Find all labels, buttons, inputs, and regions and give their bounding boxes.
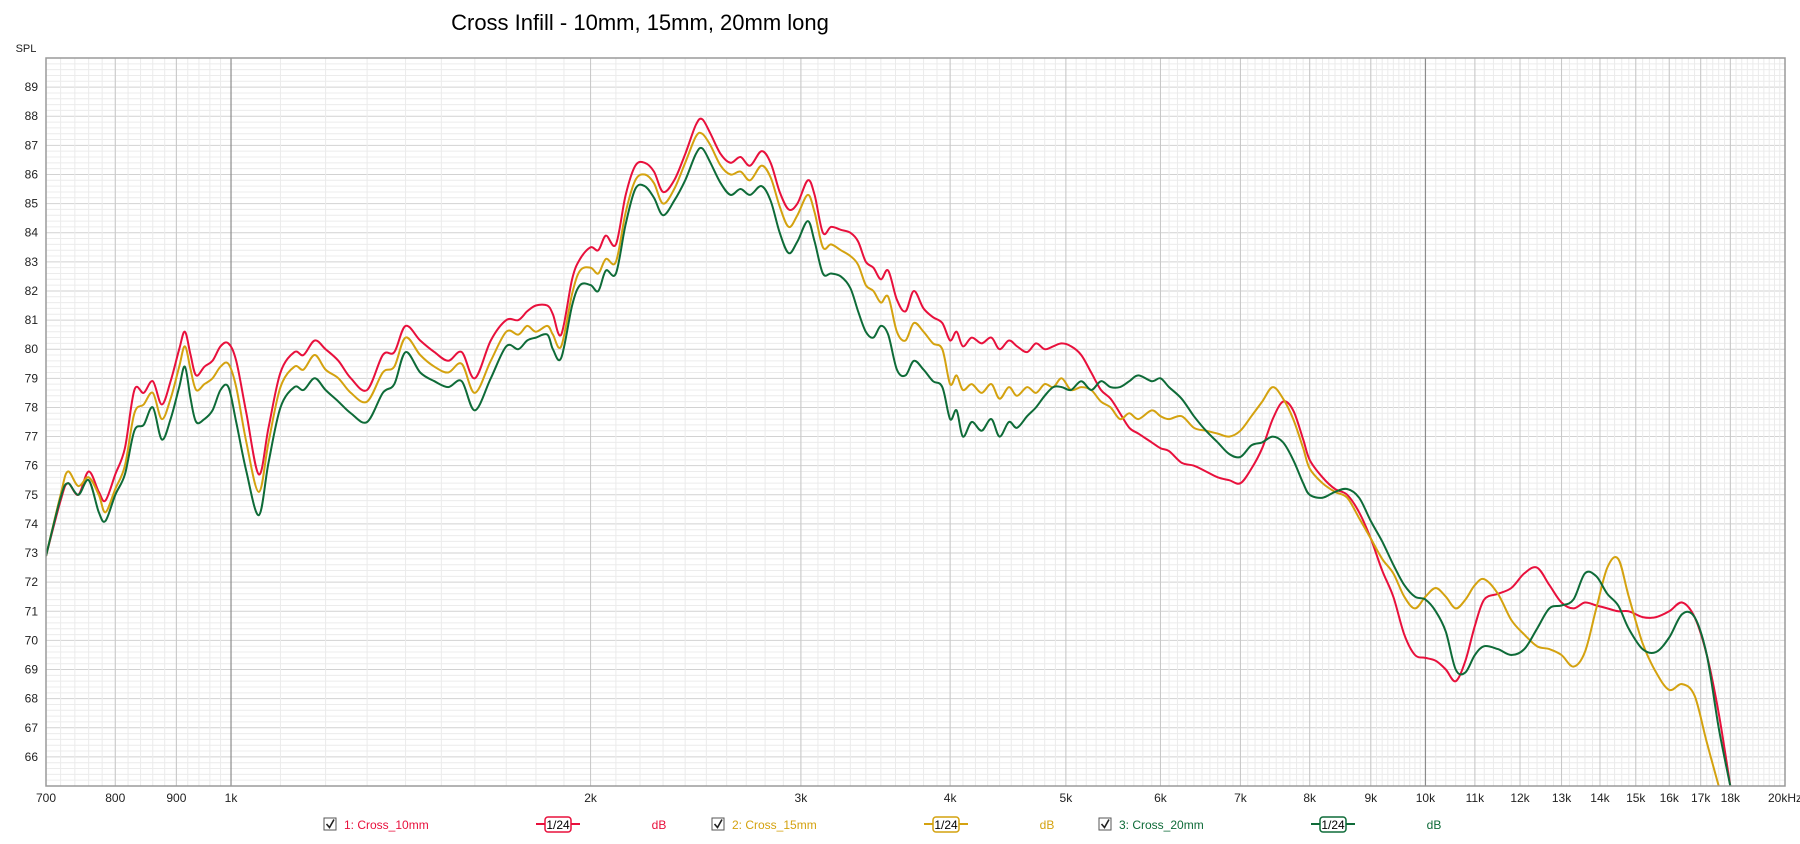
- y-tick-label: 89: [25, 80, 39, 94]
- y-tick-label: 80: [25, 342, 39, 356]
- x-tick-label: 7k: [1234, 791, 1248, 805]
- legend-series-name: 3: Cross_20mm: [1119, 818, 1204, 832]
- series-line-1: [46, 117, 1732, 786]
- y-tick-label: 74: [25, 517, 39, 531]
- y-tick-label: 73: [25, 546, 39, 560]
- legend-unit: dB: [1040, 818, 1055, 832]
- y-tick-label: 66: [25, 750, 39, 764]
- y-tick-label: 87: [25, 138, 39, 152]
- x-tick-label: 6k: [1154, 791, 1168, 805]
- checkmark-icon: [325, 819, 335, 829]
- x-tick-label: 15k: [1626, 791, 1646, 805]
- x-axis-ticks: 700 800 900 1k 2k 3k 4k 5k 6k 7k 8k 9k 10k 11k 12k 13k 1…: [36, 791, 1800, 805]
- y-tick-label: 77: [25, 430, 39, 444]
- smoothing-label: 1/24: [934, 818, 958, 832]
- plot-frame: [45, 57, 1786, 787]
- y-axis-label: SPL: [16, 43, 37, 55]
- y-tick-label: 88: [25, 109, 39, 123]
- legend-unit: dB: [1427, 818, 1442, 832]
- legend-entry-3: 3: Cross_20mm 1/24 dB: [1098, 816, 1442, 833]
- y-tick-label: 86: [25, 167, 39, 181]
- series-line-2: [46, 131, 1720, 786]
- x-tick-label: 20kHz: [1768, 791, 1800, 805]
- smoothing-badge: [932, 816, 960, 833]
- y-tick-label: 84: [25, 226, 39, 240]
- series-line-3: [46, 146, 1732, 786]
- x-tick-label: 16k: [1660, 791, 1680, 805]
- x-tick-label: 8k: [1303, 791, 1317, 805]
- legend-unit: dB: [652, 818, 667, 832]
- legend-entry-1: 1: Cross_10mm 1/24 dB: [323, 816, 667, 833]
- y-tick-label: 83: [25, 255, 39, 269]
- y-tick-label: 75: [25, 488, 39, 502]
- checkmark-icon: [1100, 819, 1110, 829]
- x-tick-label: 13k: [1552, 791, 1572, 805]
- y-tick-label: 85: [25, 197, 39, 211]
- smoothing-badge: [544, 816, 572, 833]
- x-tick-label: 900: [166, 791, 186, 805]
- x-tick-label: 17k: [1691, 791, 1711, 805]
- x-tick-label: 5k: [1060, 791, 1074, 805]
- y-tick-label: 82: [25, 284, 39, 298]
- grid-lines: [45, 57, 1786, 787]
- legend-entry-2: 2: Cross_15mm 1/24 dB: [711, 816, 1055, 833]
- y-tick-label: 69: [25, 663, 39, 677]
- smoothing-label: 1/24: [1321, 818, 1345, 832]
- y-tick-label: 67: [25, 721, 39, 735]
- y-tick-label: 68: [25, 692, 39, 706]
- smoothing-label: 1/24: [546, 818, 570, 832]
- x-tick-label: 12k: [1510, 791, 1530, 805]
- x-tick-label: 18k: [1721, 791, 1741, 805]
- plot-background: [46, 58, 1785, 786]
- smoothing-badge: [1319, 816, 1347, 833]
- x-tick-label: 9k: [1364, 791, 1378, 805]
- x-tick-label: 11k: [1466, 791, 1485, 805]
- y-tick-label: 79: [25, 371, 39, 385]
- y-tick-label: 72: [25, 575, 39, 589]
- y-tick-label: 78: [25, 400, 39, 414]
- x-tick-label: 800: [105, 791, 125, 805]
- y-tick-label: 81: [25, 313, 39, 327]
- x-tick-label: 4k: [944, 791, 958, 805]
- x-tick-label: 3k: [795, 791, 809, 805]
- legend-series-name: 1: Cross_10mm: [344, 818, 429, 832]
- chart-title: Cross Infill - 10mm, 15mm, 20mm long: [451, 10, 829, 35]
- legend-series-name: 2: Cross_15mm: [732, 818, 817, 832]
- plot-area: [46, 58, 1785, 786]
- series-lines: [46, 117, 1732, 786]
- x-tick-label: 14k: [1590, 791, 1610, 805]
- y-tick-label: 70: [25, 633, 39, 647]
- x-tick-label: 1k: [225, 791, 239, 805]
- y-axis-ticks: 66 67 68 69 70 71 72 73 74 75 76 77 78 79 80 81 82 83 84 85…: [25, 80, 39, 764]
- x-tick-label: 2k: [584, 791, 598, 805]
- legend: 1: Cross_10mm 1/24 dB 2: Cross_15mm 1/24 dB 3:…: [323, 816, 1442, 833]
- x-tick-label: 10k: [1416, 791, 1436, 805]
- y-tick-label: 71: [25, 604, 39, 618]
- x-tick-label: 700: [36, 791, 56, 805]
- y-tick-label: 76: [25, 459, 39, 473]
- checkmark-icon: [713, 819, 723, 829]
- plot-border: [45, 57, 1786, 787]
